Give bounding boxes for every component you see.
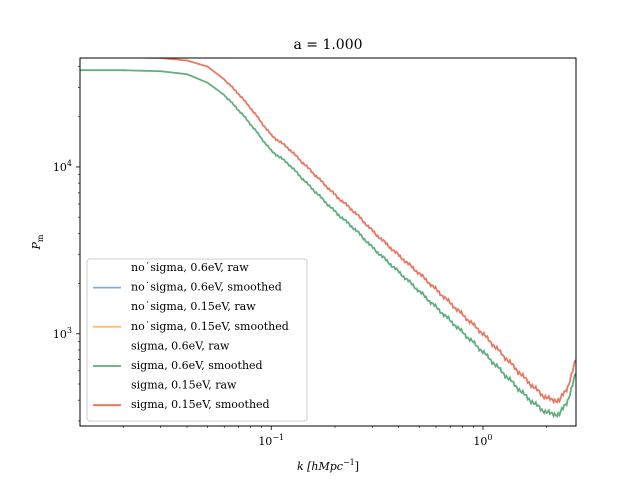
y-tick-label: 103 [53,326,72,341]
legend: no˙sigma, 0.6eV, raw no˙sigma, 0.6eV, smo… [86,258,308,422]
legend-entry-label: sigma, 0.15eV, raw [131,379,237,392]
chart-title: a = 1.000 [293,37,362,53]
x-axis-label: k [hMpc−1] [297,458,359,473]
x-axis-ticks: 10−1 100 [122,426,548,448]
legend-box [86,258,308,422]
x-tick-label: 10−1 [258,433,284,448]
legend-entry-label: no˙sigma, 0.15eV, raw [131,300,256,313]
legend-entry-label: sigma, 0.6eV, raw [131,339,230,352]
series-line-sigma-0-6ev [80,69,576,419]
x-tick-label: 100 [473,433,492,448]
y-tick-label: 104 [53,159,72,174]
legend-entry-label: sigma, 0.6eV, smoothed [131,359,263,372]
y-axis-label: Pm [30,234,45,250]
plot-frame [79,57,577,427]
legend-entry-label: sigma, 0.15eV, smoothed [131,398,270,411]
legend-entry-label: no˙sigma, 0.15eV, smoothed [131,320,289,333]
y-axis-ticks: 103 104 [53,66,80,422]
legend-entry-label: no˙sigma, 0.6eV, raw [131,261,249,274]
legend-entry-label: no˙sigma, 0.6eV, smoothed [131,281,282,294]
